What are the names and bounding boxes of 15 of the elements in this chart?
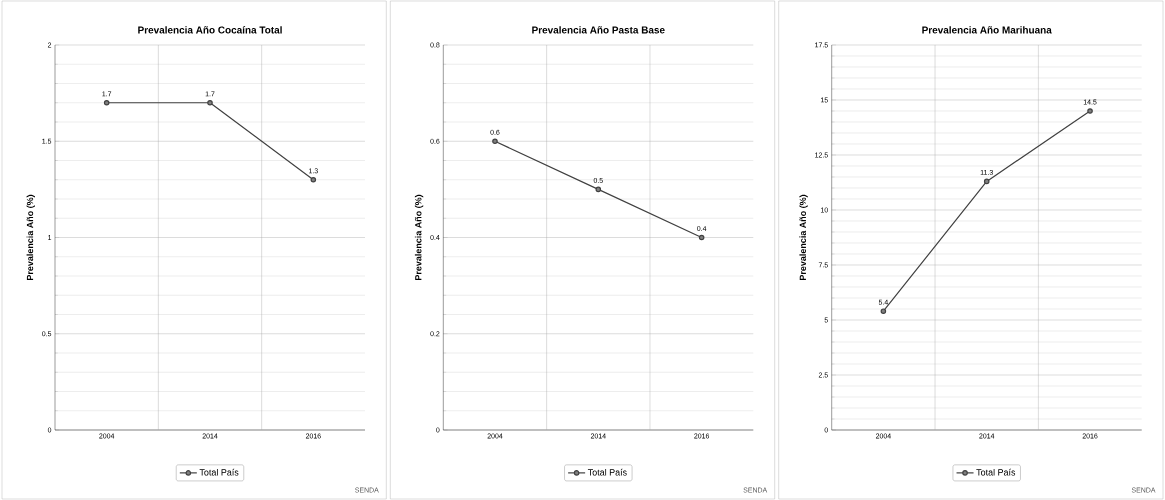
point — [698, 234, 705, 241]
y-axis-title: Prevalencia Año (%) — [26, 194, 35, 281]
point — [595, 186, 602, 193]
point — [1087, 108, 1093, 114]
legend-label: Total País — [976, 468, 1016, 476]
point — [983, 178, 990, 185]
chart-title: Prevalencia Año Marihuana — [922, 26, 1052, 34]
chart-title: Prevalencia Año Cocaína Total — [138, 26, 282, 34]
legend-label: Total País — [587, 468, 627, 476]
y-axis-title: Prevalencia Año (%) — [414, 194, 424, 281]
chart-title: Prevalencia Año Pasta Base — [532, 26, 665, 34]
point — [880, 308, 887, 314]
y-axis-title: Prevalencia Año (%) — [799, 194, 808, 281]
point — [492, 138, 498, 145]
legend-label: Total País — [199, 468, 239, 476]
